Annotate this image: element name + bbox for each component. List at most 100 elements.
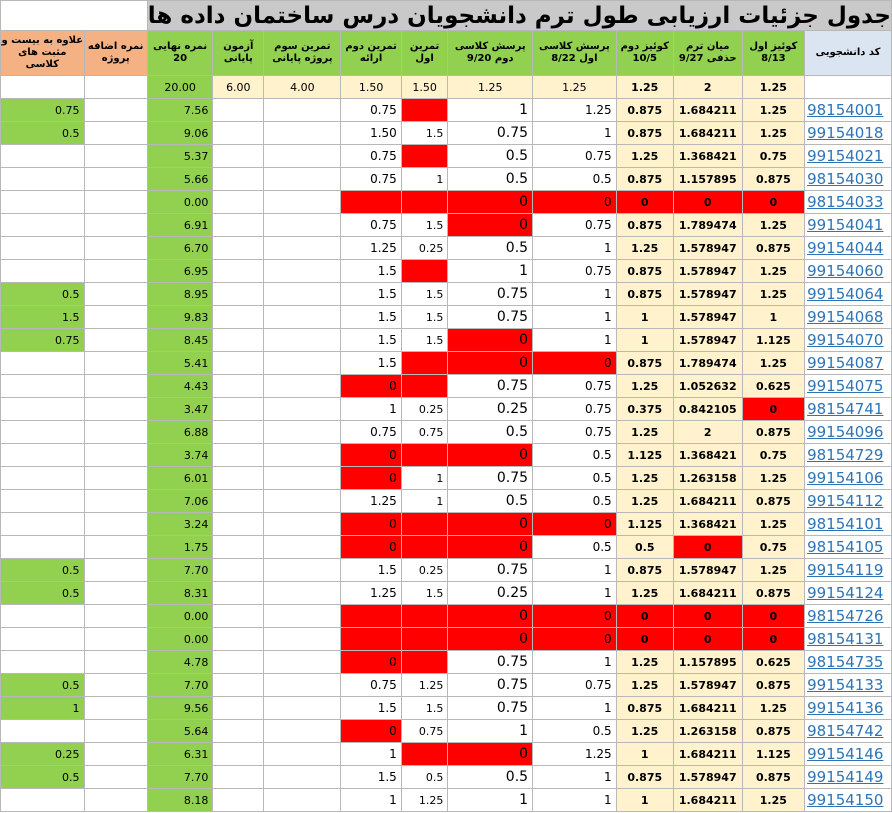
cell-class-q1[interactable]: 0 — [532, 627, 617, 651]
cell-quiz1[interactable]: 1.25 — [741, 213, 806, 237]
student-id-link[interactable]: 99154136 — [807, 699, 884, 717]
cell-project-extra[interactable] — [83, 443, 148, 467]
cell-hw3[interactable] — [263, 765, 342, 789]
cell-hw3[interactable] — [263, 167, 342, 191]
student-id-link[interactable]: 99154018 — [807, 124, 884, 142]
cell-midterm[interactable]: 1.578947 — [672, 305, 743, 329]
cell-quiz1[interactable]: 0.875 — [741, 236, 806, 260]
cell-quiz2[interactable]: 1.25 — [615, 673, 674, 697]
cell-hw1[interactable]: 0.25 — [400, 236, 449, 260]
cell-final-grade[interactable]: 9.83 — [146, 305, 214, 329]
cell-quiz1[interactable]: 1.25 — [741, 351, 806, 375]
cell-bonus[interactable]: 0.5 — [0, 765, 85, 789]
header-final-exam[interactable]: آزمون پایانی — [212, 30, 265, 76]
student-id-link[interactable]: 99154070 — [807, 331, 884, 349]
cell-hw2[interactable]: 1.25 — [340, 236, 402, 260]
student-id-link[interactable]: 98154726 — [807, 607, 884, 625]
cell-hw3[interactable] — [263, 604, 342, 628]
max-class-q1[interactable]: 1.25 — [532, 75, 617, 99]
cell-hw2[interactable]: 0.75 — [340, 213, 402, 237]
cell-final-grade[interactable]: 5.66 — [146, 167, 214, 191]
cell-project-extra[interactable] — [83, 121, 148, 145]
cell-class-q2[interactable]: 0 — [447, 742, 534, 766]
header-bonus[interactable]: علاوه به بیست و مثبت های کلاسی — [0, 30, 85, 76]
cell-project-extra[interactable] — [83, 719, 148, 743]
cell-quiz1[interactable]: 1.25 — [741, 466, 806, 490]
max-quiz1[interactable]: 1.25 — [741, 75, 806, 99]
cell-bonus[interactable] — [0, 420, 85, 444]
cell-hw2[interactable]: 0 — [340, 512, 402, 536]
cell-project-extra[interactable] — [83, 351, 148, 375]
cell-midterm[interactable]: 1.789474 — [672, 351, 743, 375]
cell-hw2[interactable]: 0 — [340, 650, 402, 674]
header-project-extra[interactable]: نمره اضافه پروژه — [83, 30, 148, 76]
cell-final-grade[interactable]: 3.47 — [146, 397, 214, 421]
cell-final-exam[interactable] — [212, 788, 265, 812]
cell-final-exam[interactable] — [212, 259, 265, 283]
cell-project-extra[interactable] — [83, 190, 148, 214]
cell-final-grade[interactable]: 8.18 — [146, 788, 214, 812]
cell-quiz2[interactable]: 1.125 — [615, 512, 674, 536]
cell-hw2[interactable]: 1.5 — [340, 282, 402, 306]
cell-quiz1[interactable]: 0.625 — [741, 374, 806, 398]
cell-hw1[interactable]: 1.5 — [400, 696, 449, 720]
cell-class-q2[interactable]: 0 — [447, 213, 534, 237]
cell-bonus[interactable]: 0.5 — [0, 558, 85, 582]
cell-quiz2[interactable]: 1.25 — [615, 489, 674, 513]
max-final-grade[interactable]: 20.00 — [146, 75, 214, 99]
cell-project-extra[interactable] — [83, 167, 148, 191]
cell-class-q1[interactable]: 0.75 — [532, 259, 617, 283]
cell-class-q2[interactable]: 0 — [447, 351, 534, 375]
cell-final-grade[interactable]: 7.70 — [146, 765, 214, 789]
cell-project-extra[interactable] — [83, 259, 148, 283]
cell-project-extra[interactable] — [83, 558, 148, 582]
max-hw1[interactable]: 1.50 — [400, 75, 449, 99]
cell-quiz1[interactable]: 0.875 — [741, 167, 806, 191]
cell-bonus[interactable] — [0, 374, 85, 398]
cell-quiz2[interactable]: 0.875 — [615, 98, 674, 122]
cell-final-exam[interactable] — [212, 742, 265, 766]
cell-quiz1[interactable]: 0 — [741, 627, 806, 651]
cell-quiz2[interactable]: 1.25 — [615, 420, 674, 444]
cell-class-q1[interactable]: 1 — [532, 696, 617, 720]
cell-quiz1[interactable]: 0.75 — [741, 443, 806, 467]
cell-hw3[interactable] — [263, 328, 342, 352]
cell-final-exam[interactable] — [212, 121, 265, 145]
cell-class-q1[interactable]: 0 — [532, 512, 617, 536]
cell-quiz2[interactable]: 0.875 — [615, 696, 674, 720]
cell-midterm[interactable]: 1.578947 — [672, 765, 743, 789]
cell-quiz1[interactable]: 0.875 — [741, 765, 806, 789]
cell-hw2[interactable]: 1.5 — [340, 696, 402, 720]
cell-final-exam[interactable] — [212, 351, 265, 375]
cell-final-exam[interactable] — [212, 305, 265, 329]
cell-quiz1[interactable]: 0.875 — [741, 489, 806, 513]
cell-final-grade[interactable]: 0.00 — [146, 627, 214, 651]
cell-hw1[interactable] — [400, 190, 449, 214]
cell-final-exam[interactable] — [212, 374, 265, 398]
cell-quiz2[interactable]: 1 — [615, 305, 674, 329]
cell-bonus[interactable] — [0, 650, 85, 674]
cell-midterm[interactable]: 1.368421 — [672, 443, 743, 467]
cell-class-q1[interactable]: 0.75 — [532, 397, 617, 421]
cell-hw1[interactable] — [400, 535, 449, 559]
cell-hw2[interactable]: 0.75 — [340, 144, 402, 168]
cell-hw2[interactable]: 1.25 — [340, 489, 402, 513]
cell-final-exam[interactable] — [212, 213, 265, 237]
cell-project-extra[interactable] — [83, 420, 148, 444]
cell-hw1[interactable] — [400, 374, 449, 398]
cell-hw1[interactable]: 0.75 — [400, 420, 449, 444]
cell-hw2[interactable]: 0.75 — [340, 98, 402, 122]
max-class-q2[interactable]: 1.25 — [447, 75, 534, 99]
cell-final-exam[interactable] — [212, 719, 265, 743]
cell-class-q1[interactable]: 0.75 — [532, 420, 617, 444]
cell-class-q2[interactable]: 0.75 — [447, 696, 534, 720]
cell-quiz2[interactable]: 0 — [615, 627, 674, 651]
cell-project-extra[interactable] — [83, 673, 148, 697]
cell-midterm[interactable]: 0 — [672, 627, 743, 651]
cell-project-extra[interactable] — [83, 236, 148, 260]
cell-hw3[interactable] — [263, 397, 342, 421]
header-quiz2[interactable]: کوئیز دوم 10/5 — [615, 30, 674, 76]
cell-quiz2[interactable]: 1.25 — [615, 144, 674, 168]
cell-hw2[interactable]: 0 — [340, 443, 402, 467]
cell-class-q2[interactable]: 0 — [447, 627, 534, 651]
